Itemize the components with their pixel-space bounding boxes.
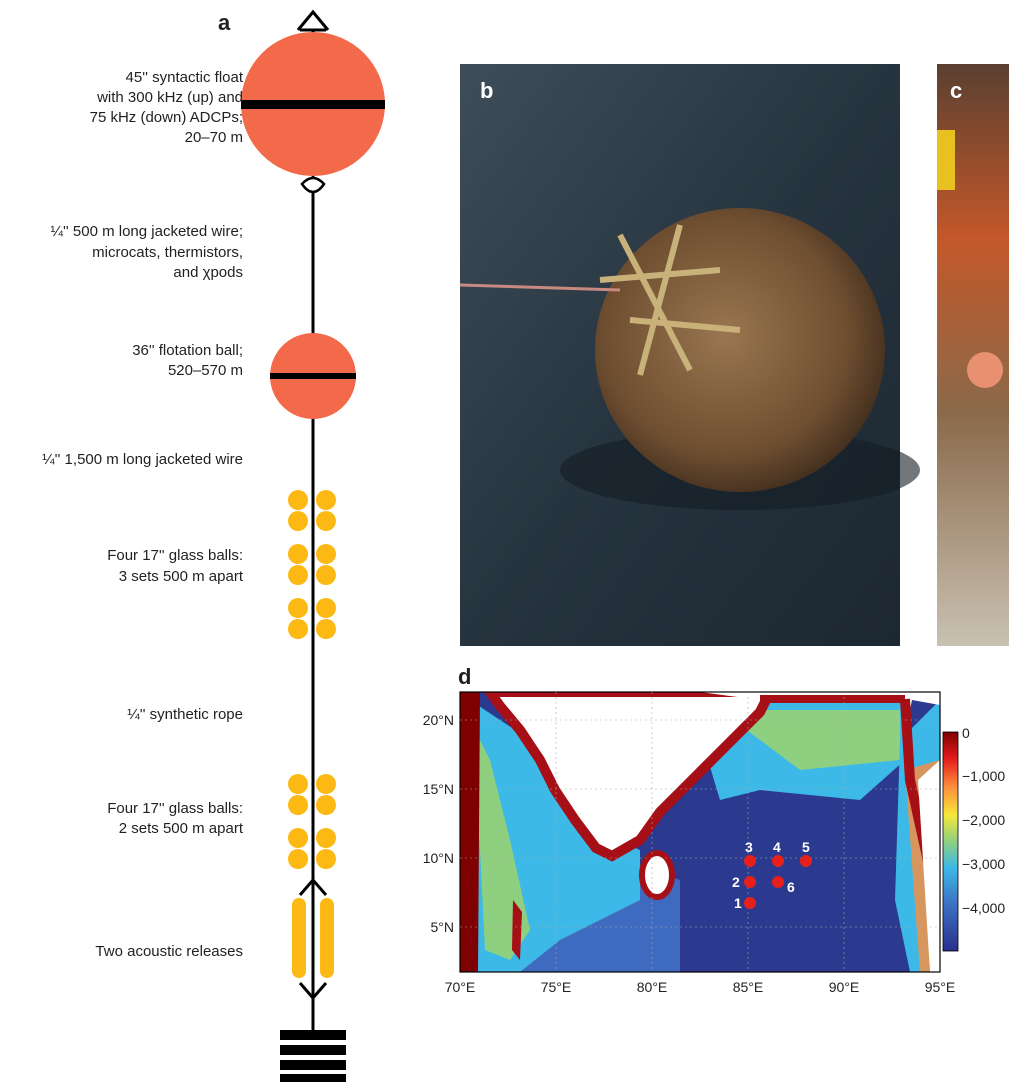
- label-line: ¼'' 1,500 m long jacketed wire: [42, 451, 243, 468]
- colorbar-ticks: 0 −1,000 −2,000 −3,000 −4,000: [962, 725, 1005, 916]
- stations: 1 2 3 4 5 6: [732, 839, 812, 911]
- panel-label: c: [950, 78, 962, 103]
- label-line: with 300 kHz (up) and: [96, 89, 243, 106]
- label-line: microcats, thermistors,: [92, 244, 243, 261]
- lat-tick-label: 10°N: [423, 850, 454, 866]
- panel-label: a: [218, 10, 231, 35]
- label-line: 45'' syntactic float: [126, 69, 244, 86]
- panel-label: d: [458, 664, 471, 689]
- label-line: 520–570 m: [168, 362, 243, 379]
- lon-tick-label: 85°E: [733, 979, 764, 995]
- lat-tick-label: 5°N: [431, 919, 455, 935]
- label-line: 3 sets 500 m apart: [119, 568, 244, 585]
- label-line: ¼'' 500 m long jacketed wire;: [51, 223, 244, 240]
- label-line: 20–70 m: [185, 129, 243, 146]
- label-line: Four 17'' glass balls:: [107, 800, 243, 817]
- lon-tick-label: 75°E: [541, 979, 572, 995]
- label-line: and χpods: [173, 264, 243, 281]
- station-label: 3: [745, 839, 753, 855]
- lon-ticks: 70°E 75°E 80°E 85°E 90°E 95°E: [445, 979, 956, 995]
- map-frame: [459, 691, 941, 973]
- bathymetry-map: [460, 692, 940, 972]
- colorbar-tick-label: −2,000: [962, 812, 1005, 828]
- lon-tick-label: 70°E: [445, 979, 476, 995]
- lon-tick-label: 80°E: [637, 979, 668, 995]
- colorbar-tick-label: 0: [962, 725, 970, 741]
- station-label: 5: [802, 839, 810, 855]
- colorbar-tick-label: −1,000: [962, 768, 1005, 784]
- label-line: 75 kHz (down) ADCPs;: [90, 109, 243, 126]
- colorbar-tick-label: −3,000: [962, 856, 1005, 872]
- photo-b: [459, 64, 920, 646]
- station-label: 4: [773, 839, 781, 855]
- label-line: 36'' flotation ball;: [132, 342, 243, 359]
- lat-tick-label: 20°N: [423, 712, 454, 728]
- label-line: 2 sets 500 m apart: [119, 820, 244, 837]
- station-label: 1: [734, 895, 742, 911]
- map-grid: [460, 692, 940, 972]
- mooring-labels: 45'' syntactic float with 300 kHz (up) a…: [42, 69, 244, 960]
- panel-label: b: [480, 78, 493, 103]
- colorbar: [942, 731, 959, 952]
- station-label: 6: [787, 879, 795, 895]
- label-line: Four 17'' glass balls:: [107, 547, 243, 564]
- lat-ticks: 20°N 15°N 10°N 5°N: [423, 712, 454, 935]
- colorbar-tick-label: −4,000: [962, 900, 1005, 916]
- mooring-diagram: [241, 9, 385, 1082]
- photo-c: [937, 64, 1009, 646]
- label-line: Two acoustic releases: [95, 943, 243, 960]
- lat-tick-label: 15°N: [423, 781, 454, 797]
- label-line: ¼'' synthetic rope: [127, 706, 243, 723]
- lon-tick-label: 90°E: [829, 979, 860, 995]
- station-label: 2: [732, 874, 740, 890]
- lon-tick-label: 95°E: [925, 979, 956, 995]
